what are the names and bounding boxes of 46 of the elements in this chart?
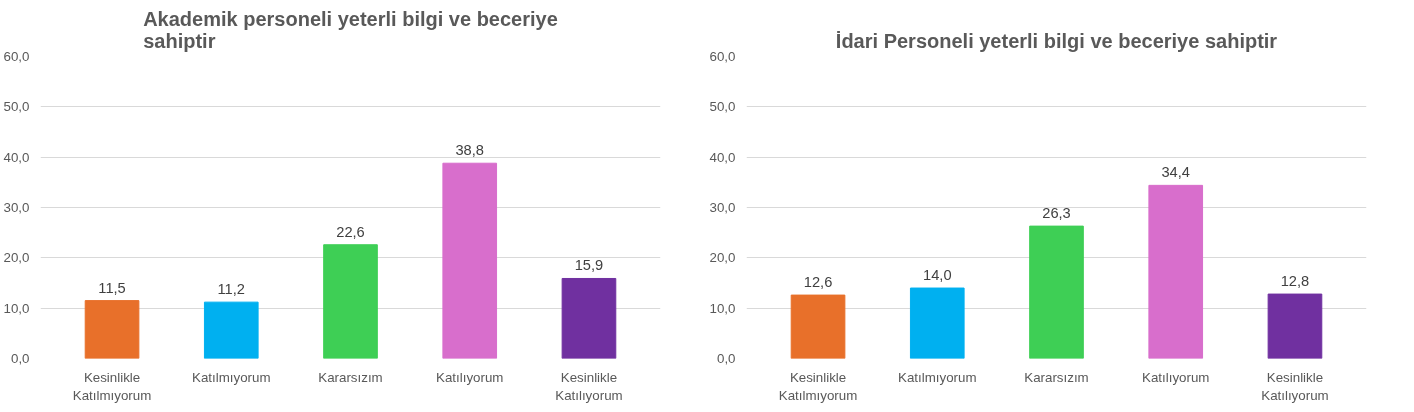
bar [203, 301, 259, 359]
bar [323, 244, 378, 359]
y-tick-label: 20,0 [709, 250, 736, 266]
data-label: 38,8 [455, 142, 484, 159]
x-tick-label: Kararsızım [318, 369, 383, 385]
y-tick-label: 0,0 [716, 351, 736, 366]
data-label: 12,6 [803, 274, 833, 291]
data-label: 11,5 [98, 279, 126, 296]
bar [1148, 184, 1204, 359]
y-tick-label: 0,0 [10, 351, 30, 366]
bar [442, 162, 498, 359]
x-tick-label: Kesinlikle Katılmıyorum [778, 369, 858, 403]
data-label: 12,8 [1280, 273, 1310, 290]
y-tick-label: 30,0 [3, 200, 30, 215]
data-label: 15,9 [574, 257, 604, 274]
x-tick-label: Kesinlikle Katılmıyorum [72, 369, 152, 403]
x-tick-label: Kararsızım [1024, 369, 1089, 385]
y-tick-label: 60,0 [709, 49, 736, 64]
bar [1029, 225, 1084, 359]
x-tick-label: Katılıyorum [1142, 369, 1210, 385]
data-label: 26,3 [1042, 205, 1071, 222]
bar [1267, 293, 1323, 359]
bar [561, 277, 617, 359]
y-tick-label: 10,0 [709, 300, 736, 316]
data-label: 22,6 [336, 223, 365, 240]
chart-title: Akademik personeli yeterli bilgi ve beceriye sahiptir [143, 7, 558, 52]
data-label: 11,2 [217, 281, 245, 298]
bar [790, 294, 846, 359]
x-tick-label: Katılmıyorum [898, 369, 977, 385]
x-tick-label: Kesinlikle Katılıyorum [555, 369, 623, 403]
y-tick-label: 20,0 [3, 250, 30, 266]
y-tick-label: 50,0 [709, 99, 736, 115]
y-tick-label: 50,0 [3, 99, 30, 115]
y-tick-label: 40,0 [709, 149, 736, 165]
chart-title: İdari Personeli yeterli bilgi ve beceriye sahiptir [835, 29, 1278, 52]
x-tick-label: Katılıyorum [436, 369, 504, 385]
y-tick-label: 40,0 [3, 149, 30, 165]
x-tick-label: Kesinlikle Katılıyorum [1261, 369, 1329, 403]
data-label: 14,0 [923, 267, 952, 284]
y-tick-label: 30,0 [709, 200, 736, 215]
y-tick-label: 60,0 [3, 49, 30, 64]
x-tick-label: Katılmıyorum [192, 369, 271, 385]
bar [909, 287, 965, 359]
bar [84, 300, 140, 359]
data-label: 34,4 [1161, 164, 1190, 181]
y-tick-label: 10,0 [3, 300, 30, 316]
